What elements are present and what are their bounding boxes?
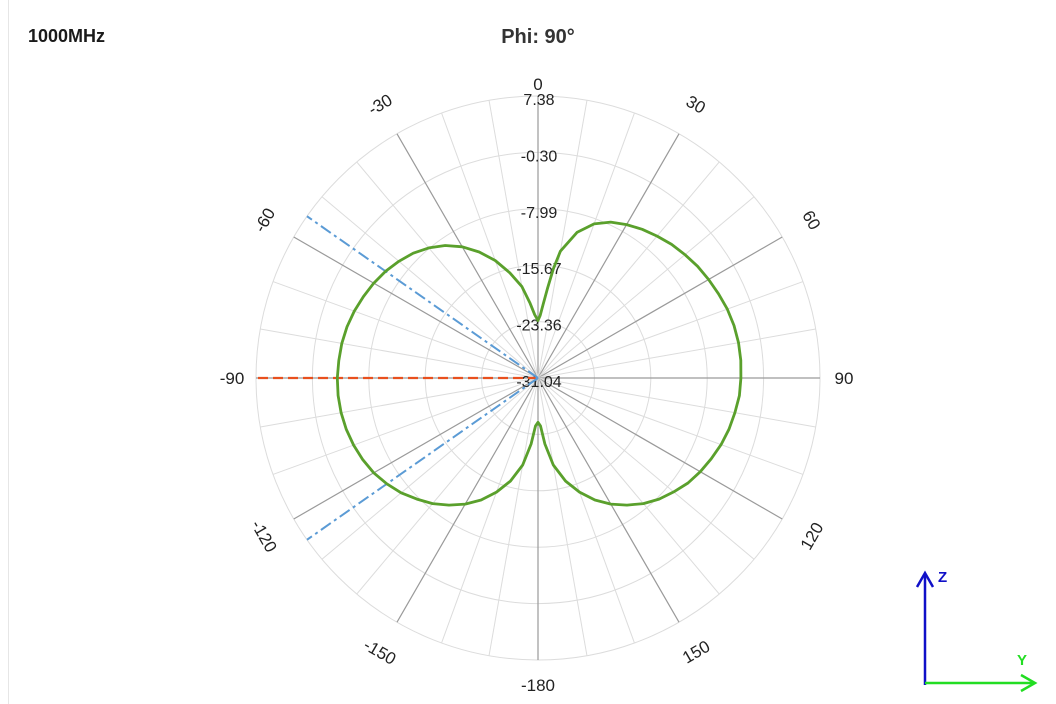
- grid-spoke-minor: [272, 281, 539, 379]
- radial-tick-label: -31.04: [516, 374, 561, 391]
- grid-spoke-minor: [537, 328, 816, 379]
- radial-tick-label: 7.38: [523, 92, 554, 109]
- y-axis-label: Y: [1017, 652, 1027, 669]
- grid-spoke-minor: [537, 112, 635, 379]
- z-axis-label: Z: [938, 569, 947, 586]
- grid-spoke-minor: [488, 377, 539, 656]
- grid-spoke-minor: [537, 100, 588, 379]
- angle-tick-label: 0: [533, 75, 542, 94]
- radial-tick-labels: 7.38-0.30-7.99-15.67-23.36-31.04: [516, 92, 561, 391]
- grid-spoke-major: [537, 377, 680, 623]
- series-layer: [335, 220, 743, 507]
- y-arrowhead: [1020, 673, 1038, 693]
- series-line: [335, 220, 743, 507]
- grid-spoke-minor: [321, 377, 539, 560]
- angle-tick-label: -120: [247, 517, 280, 556]
- angle-tick-label: 30: [683, 92, 709, 118]
- grid-spoke-minor: [260, 328, 539, 379]
- grid-spoke-minor: [537, 377, 588, 656]
- grid-spoke-minor: [537, 377, 720, 595]
- left-border: [8, 0, 9, 704]
- grid-spoke-minor: [356, 377, 539, 595]
- angle-tick-label: -180: [521, 676, 555, 695]
- angle-tick-label: -60: [250, 205, 279, 236]
- grid-spoke-minor: [441, 112, 539, 379]
- grid-spoke-minor: [537, 377, 755, 560]
- z-arrowhead: [915, 570, 935, 588]
- grid-spoke-major: [293, 377, 539, 520]
- radial-tick-label: -23.36: [516, 318, 561, 335]
- radial-tick-label: -7.99: [521, 205, 558, 222]
- axes-orientation-icon: Z Y: [915, 569, 1038, 693]
- grid-spoke-minor: [356, 161, 539, 379]
- angle-tick-label: 90: [835, 369, 854, 388]
- grid-spoke-minor: [537, 377, 804, 475]
- marker-lines: [256, 215, 539, 541]
- grid-spoke-major: [293, 236, 539, 379]
- chart-title: Phi: 90°: [501, 26, 575, 48]
- grid-spoke-minor: [488, 100, 539, 379]
- marker-line: [306, 377, 539, 541]
- grid-spoke-minor: [260, 377, 539, 428]
- grid-spoke-minor: [321, 196, 539, 379]
- grid-spoke-minor: [537, 281, 804, 379]
- radial-tick-label: -0.30: [521, 148, 558, 165]
- grid-spoke-minor: [537, 377, 816, 428]
- grid-spoke-major: [537, 133, 680, 379]
- grid-spoke-minor: [537, 196, 755, 379]
- grid-spoke-major: [396, 133, 539, 379]
- grid-spoke-minor: [272, 377, 539, 475]
- angle-tick-label: 60: [798, 207, 824, 233]
- grid-spoke-minor: [537, 377, 635, 644]
- angle-tick-label: -90: [220, 369, 245, 388]
- grid-spoke-major: [537, 236, 783, 379]
- angle-tick-label: -150: [360, 635, 399, 668]
- grid-spoke-minor: [537, 161, 720, 379]
- angle-tick-label: -30: [365, 90, 396, 119]
- marker-line: [306, 215, 539, 379]
- grid-spoke-major: [537, 377, 783, 520]
- frequency-label: 1000MHz: [28, 26, 106, 46]
- angle-tick-label: 120: [797, 519, 828, 553]
- angle-tick-label: 150: [679, 637, 713, 668]
- grid-spoke-major: [396, 377, 539, 623]
- grid-spoke-minor: [441, 377, 539, 644]
